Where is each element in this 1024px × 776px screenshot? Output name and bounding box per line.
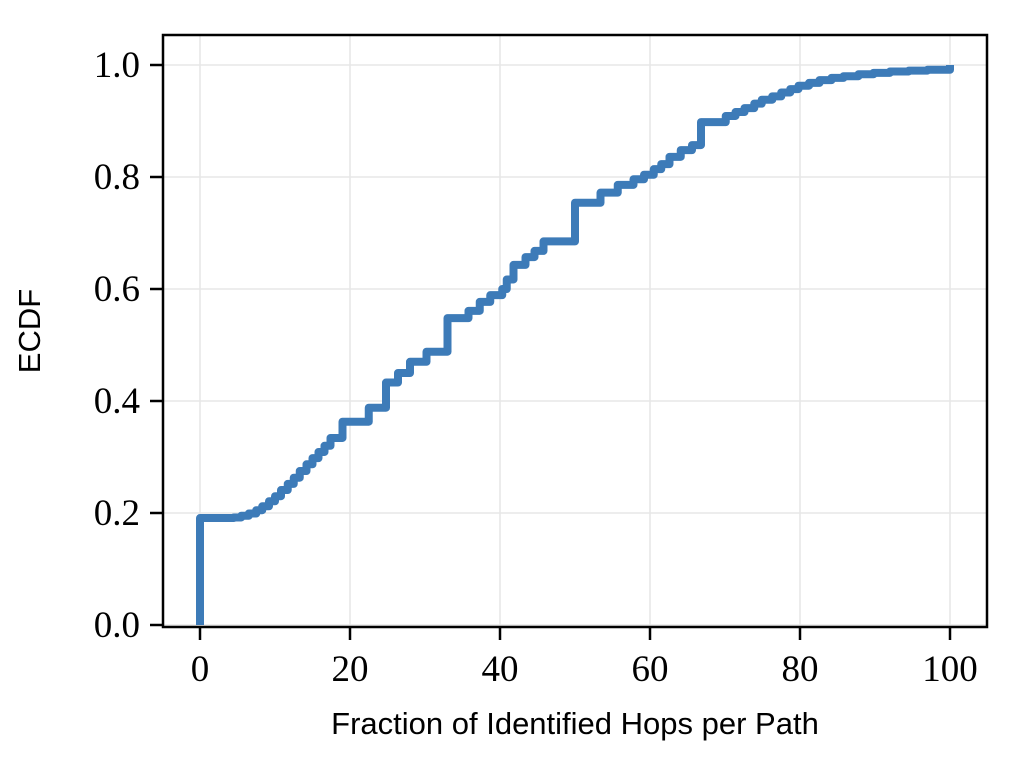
axes-box <box>161 33 989 629</box>
x-tick-label: 40 <box>482 649 519 690</box>
y-tick-label: 0.4 <box>94 381 140 422</box>
y-tick-label: 0.0 <box>94 605 140 646</box>
ecdf-step-line <box>196 65 954 625</box>
x-tick-label: 60 <box>632 649 669 690</box>
x-tick-label: 20 <box>332 649 369 690</box>
x-tick-label: 80 <box>782 649 819 690</box>
y-tick-label: 0.8 <box>94 157 140 198</box>
plot-border <box>161 33 989 629</box>
x-tick-label: 100 <box>922 649 978 690</box>
y-axis-ticks: 0.0 0.2 0.4 0.6 0.8 1.0 <box>94 45 163 646</box>
y-axis-label: ECDF <box>12 289 47 373</box>
y-tick-label: 1.0 <box>94 45 140 86</box>
x-tick-label: 0 <box>191 649 210 690</box>
y-tick-label: 0.2 <box>94 493 140 534</box>
x-axis-label: Fraction of Identified Hops per Path <box>331 706 819 741</box>
grid-lines <box>163 35 987 627</box>
x-axis-ticks: 0 20 40 60 80 100 <box>191 627 978 690</box>
y-tick-label: 0.6 <box>94 269 140 310</box>
ecdf-line <box>196 65 954 625</box>
